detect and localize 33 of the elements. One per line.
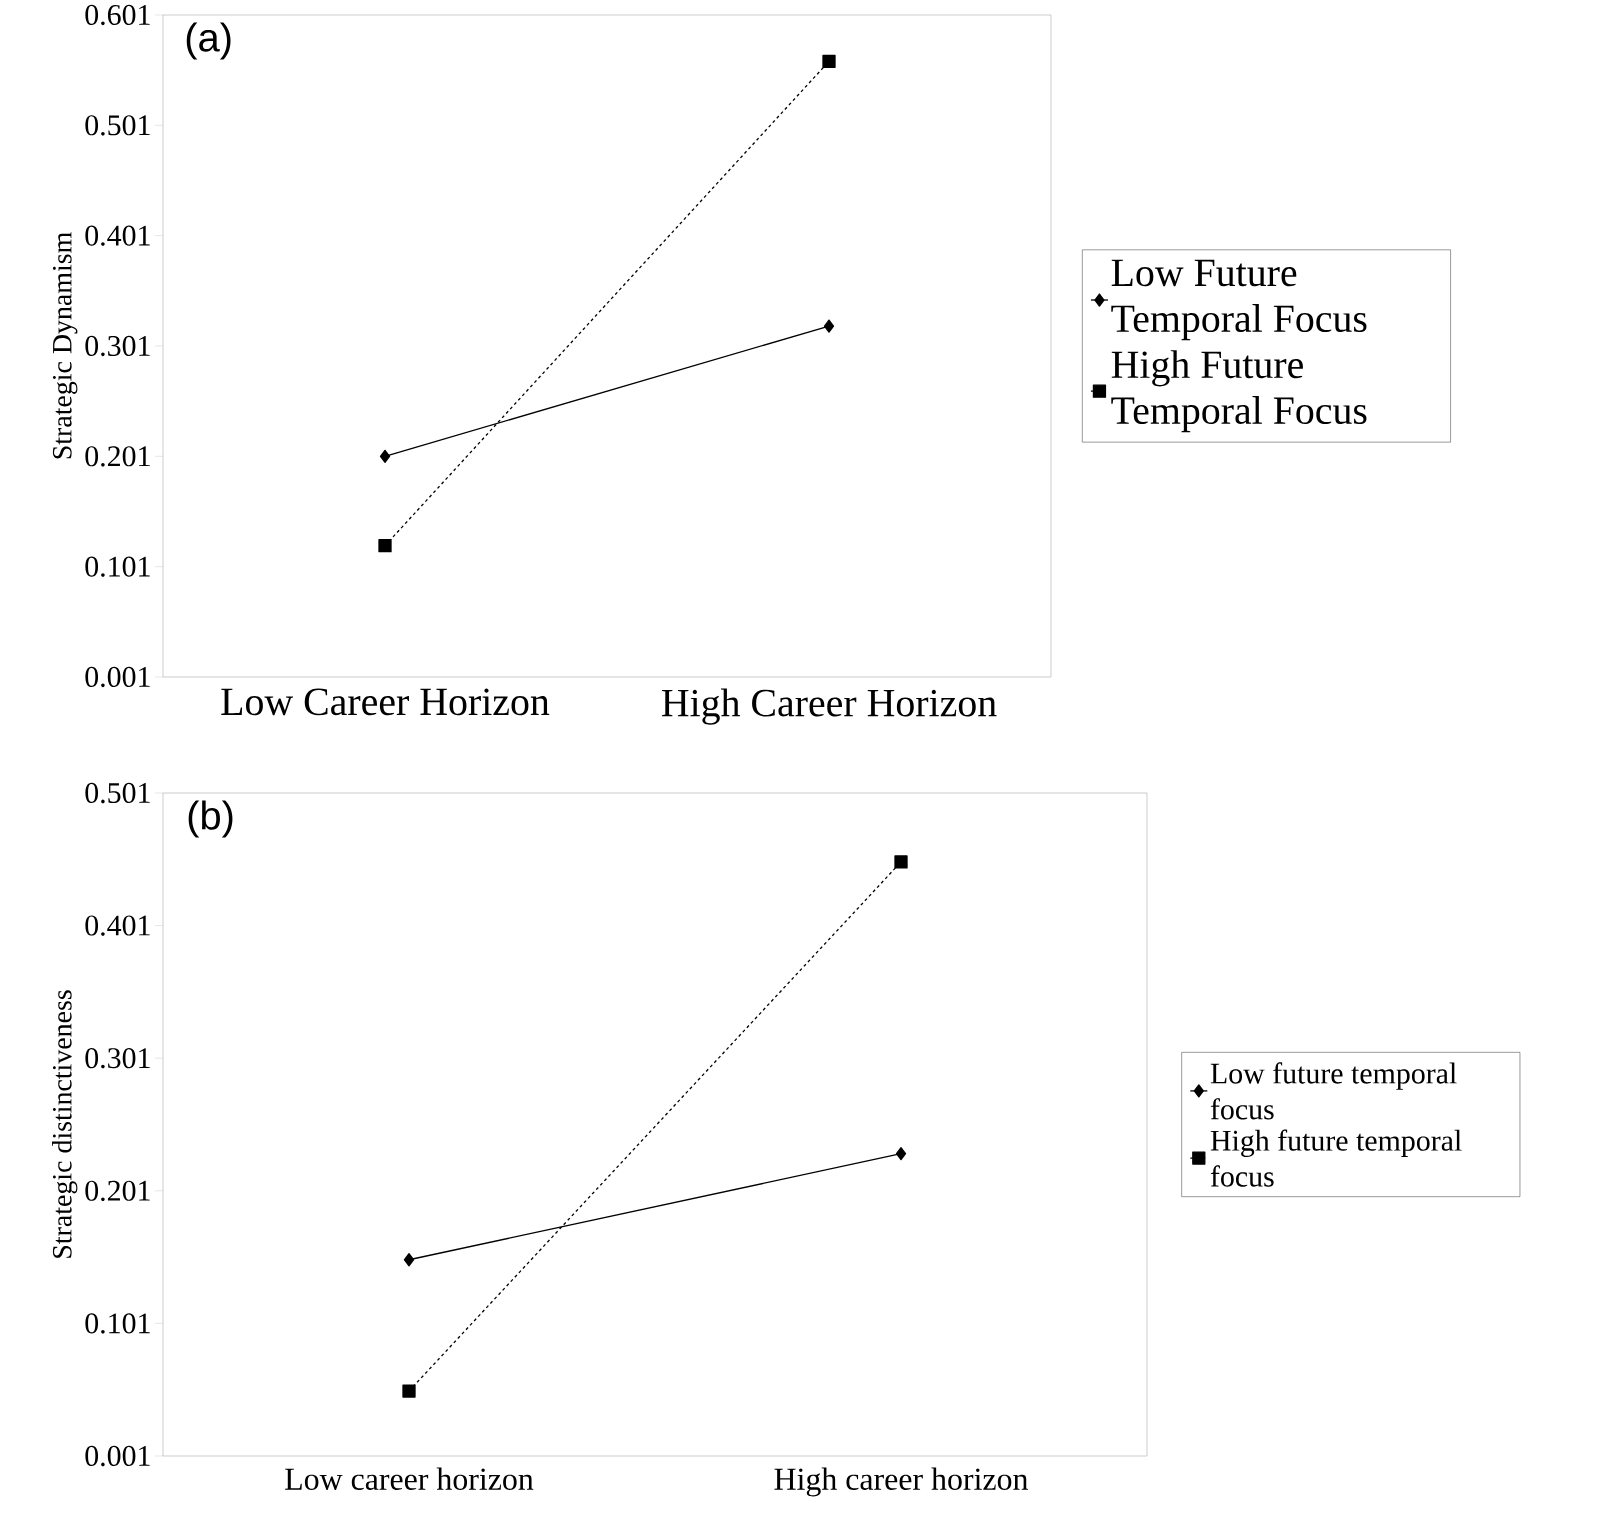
y-tick-label: 0.601 (85, 4, 150, 26)
y-tick-label: 0.301 (85, 335, 150, 357)
y-axis-title: Strategic Dynamism (52, 232, 78, 459)
point (403, 1253, 415, 1267)
y-axis-title: Strategic distinctiveness (52, 990, 78, 1258)
y-tick-label: 0.201 (85, 1180, 150, 1201)
y-tick-label: 0.501 (85, 782, 150, 804)
point (894, 855, 908, 869)
x-tick-label: High career horizon (774, 1467, 1028, 1497)
point (379, 449, 391, 463)
legend-label: Low future temporal focus (1210, 1062, 1457, 1120)
y-tick-label: 0.401 (85, 225, 150, 246)
chart-title: (a) (186, 22, 231, 60)
y-tick-label: 0.201 (85, 446, 150, 467)
point (895, 1147, 907, 1161)
y-tick-label: 0.001 (85, 1445, 150, 1467)
x-tick-label: Low Career Horizon (221, 688, 550, 716)
x-tick-label: Low career horizon (285, 1467, 534, 1490)
y-tick-label: 0.001 (85, 666, 150, 688)
point (378, 539, 392, 553)
point (402, 1384, 416, 1398)
point (822, 54, 836, 68)
y-tick-label: 0.401 (85, 915, 150, 936)
y-tick-label: 0.101 (85, 1313, 150, 1334)
y-tick-label: 0.501 (85, 115, 150, 136)
chart-title: (b) (188, 800, 233, 838)
x-tick-label: High Career Horizon (661, 688, 997, 725)
legend-label: High Future Temporal Focus (1111, 350, 1367, 433)
point (823, 319, 835, 333)
legend-label: High future temporal focus (1210, 1129, 1462, 1187)
y-tick-label: 0.101 (85, 556, 150, 577)
legend-label: Low Future Temporal Focus (1111, 259, 1367, 341)
y-tick-label: 0.301 (85, 1048, 150, 1069)
